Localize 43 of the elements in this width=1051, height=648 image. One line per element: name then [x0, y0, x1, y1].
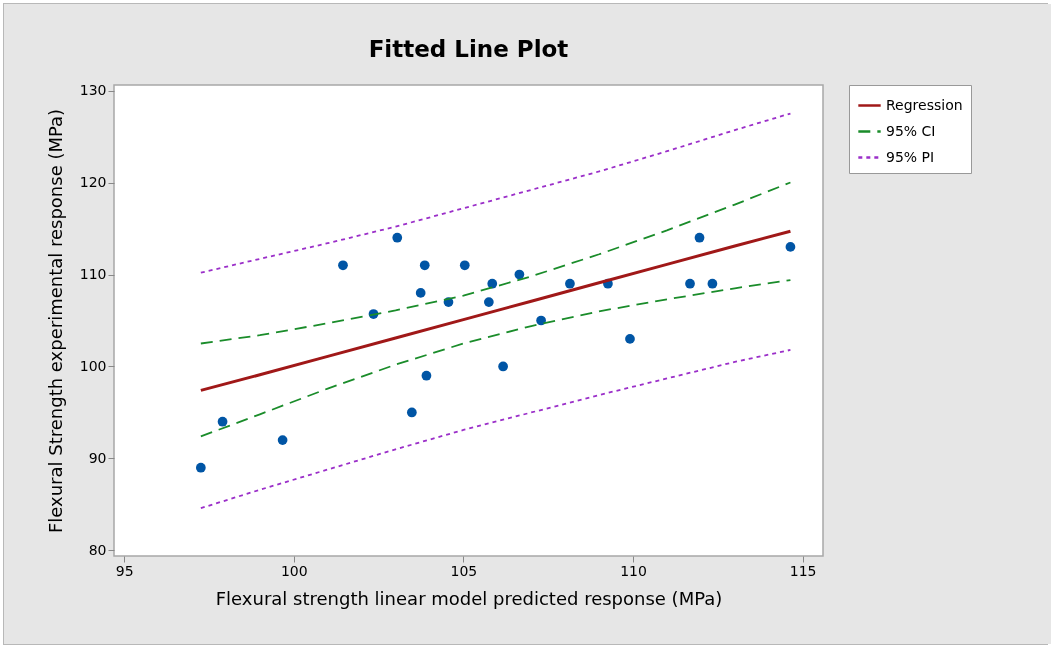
y-tick-label: 110: [79, 266, 107, 282]
point: [419, 260, 430, 271]
x-tick-label: 100: [280, 562, 308, 579]
x-tick-label: 95: [115, 562, 134, 579]
point: [685, 278, 695, 289]
legend-label: 95% PI: [886, 148, 935, 165]
point: [487, 278, 498, 289]
point: [536, 315, 546, 326]
y-tick-label: 80: [88, 541, 107, 558]
y-tick-label: 130: [79, 82, 107, 99]
y-axis-title: Flexural Strength experimental response (MPa): [44, 108, 66, 534]
x-tick-label: 105: [450, 562, 478, 579]
point: [785, 242, 796, 252]
line-series: [199, 229, 792, 392]
chart-title: Fitted Line Plot: [368, 35, 569, 62]
legend-label: Regression: [886, 96, 963, 113]
line-series: [199, 279, 792, 438]
point: [483, 297, 494, 307]
line-series: [199, 181, 792, 345]
point: [406, 407, 417, 418]
point: [217, 416, 228, 427]
point: [415, 288, 426, 298]
legend-label: 95% CI: [886, 122, 936, 139]
x-tick-label: 110: [620, 562, 647, 579]
point: [421, 370, 432, 381]
point: [707, 278, 718, 289]
line-series: [199, 349, 792, 510]
y-tick-label: 120: [79, 174, 107, 191]
x-tick-label: 115: [789, 562, 817, 579]
point: [277, 435, 288, 445]
point: [459, 260, 470, 271]
point: [514, 269, 525, 280]
y-tick-label: 100: [79, 358, 107, 374]
point: [195, 462, 206, 473]
point: [694, 232, 705, 243]
point: [625, 334, 635, 344]
y-tick-label: 90: [88, 449, 107, 466]
point: [392, 232, 403, 243]
x-axis-title: Flexural strength linear model predicted response (MPa): [215, 587, 723, 609]
point: [498, 361, 508, 372]
point: [565, 278, 575, 289]
point: [338, 260, 348, 271]
line-series: [199, 112, 792, 274]
